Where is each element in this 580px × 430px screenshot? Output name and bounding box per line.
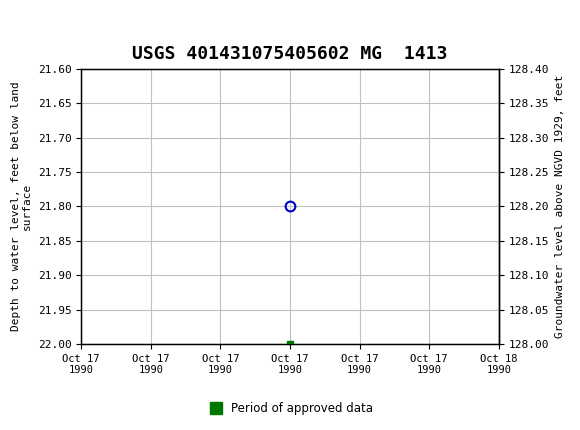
Legend: Period of approved data: Period of approved data xyxy=(202,397,378,420)
Y-axis label: Depth to water level, feet below land
surface: Depth to water level, feet below land su… xyxy=(10,82,32,331)
Text: ≡USGS: ≡USGS xyxy=(9,10,67,29)
Text: USGS 401431075405602 MG  1413: USGS 401431075405602 MG 1413 xyxy=(132,45,448,63)
Y-axis label: Groundwater level above NGVD 1929, feet: Groundwater level above NGVD 1929, feet xyxy=(554,75,564,338)
